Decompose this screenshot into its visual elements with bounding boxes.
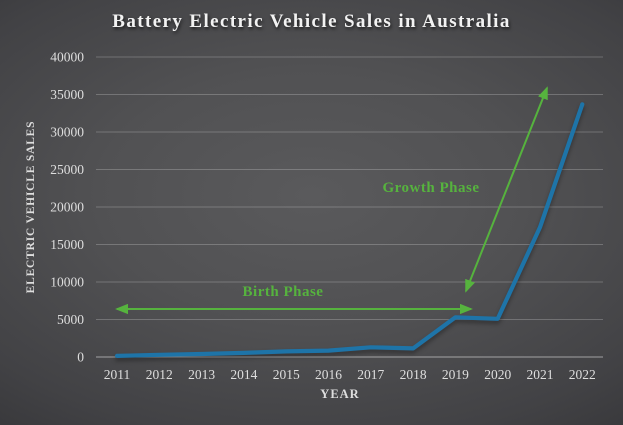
x-tick-label: 2015 <box>273 367 300 382</box>
growth-phase-arrow <box>465 86 548 293</box>
x-tick-label: 2013 <box>188 367 215 382</box>
y-tick-label: 40000 <box>50 50 84 65</box>
x-tick-label: 2019 <box>442 367 469 382</box>
chart-title: Battery Electric Vehicle Sales in Austra… <box>112 11 511 32</box>
y-tick-label: 0 <box>77 350 84 365</box>
x-tick-label: 2017 <box>357 367 384 382</box>
x-tick-label: 2012 <box>146 367 173 382</box>
x-tick-label: 2014 <box>230 367 257 382</box>
sales-line <box>114 102 585 358</box>
birth-phase-label: Birth Phase <box>243 284 324 300</box>
x-tick-label: 2018 <box>400 367 427 382</box>
x-tick-label: 2022 <box>569 367 596 382</box>
y-tick-label: 25000 <box>50 162 84 177</box>
x-axis-title: YEAR <box>320 387 360 401</box>
y-tick-label: 5000 <box>57 312 84 327</box>
x-tick-label: 2016 <box>315 367 342 382</box>
y-tick-label: 20000 <box>50 200 84 215</box>
x-axis-ticks: 2011 2012 2013 2014 2015 2016 2017 2018 2019 2020… <box>104 367 596 382</box>
gridlines <box>96 56 603 358</box>
growth-phase-label: Growth Phase <box>383 180 480 196</box>
x-tick-label: 2021 <box>527 367 554 382</box>
y-tick-label: 35000 <box>50 87 84 102</box>
y-tick-label: 30000 <box>50 125 84 140</box>
x-tick-label: 2020 <box>484 367 511 382</box>
y-tick-label: 10000 <box>50 275 84 290</box>
y-axis-ticks: 0 5000 10000 15000 20000 25000 30000 35000 40000 <box>50 50 84 365</box>
y-tick-label: 15000 <box>50 237 84 252</box>
x-tick-label: 2011 <box>104 367 131 382</box>
